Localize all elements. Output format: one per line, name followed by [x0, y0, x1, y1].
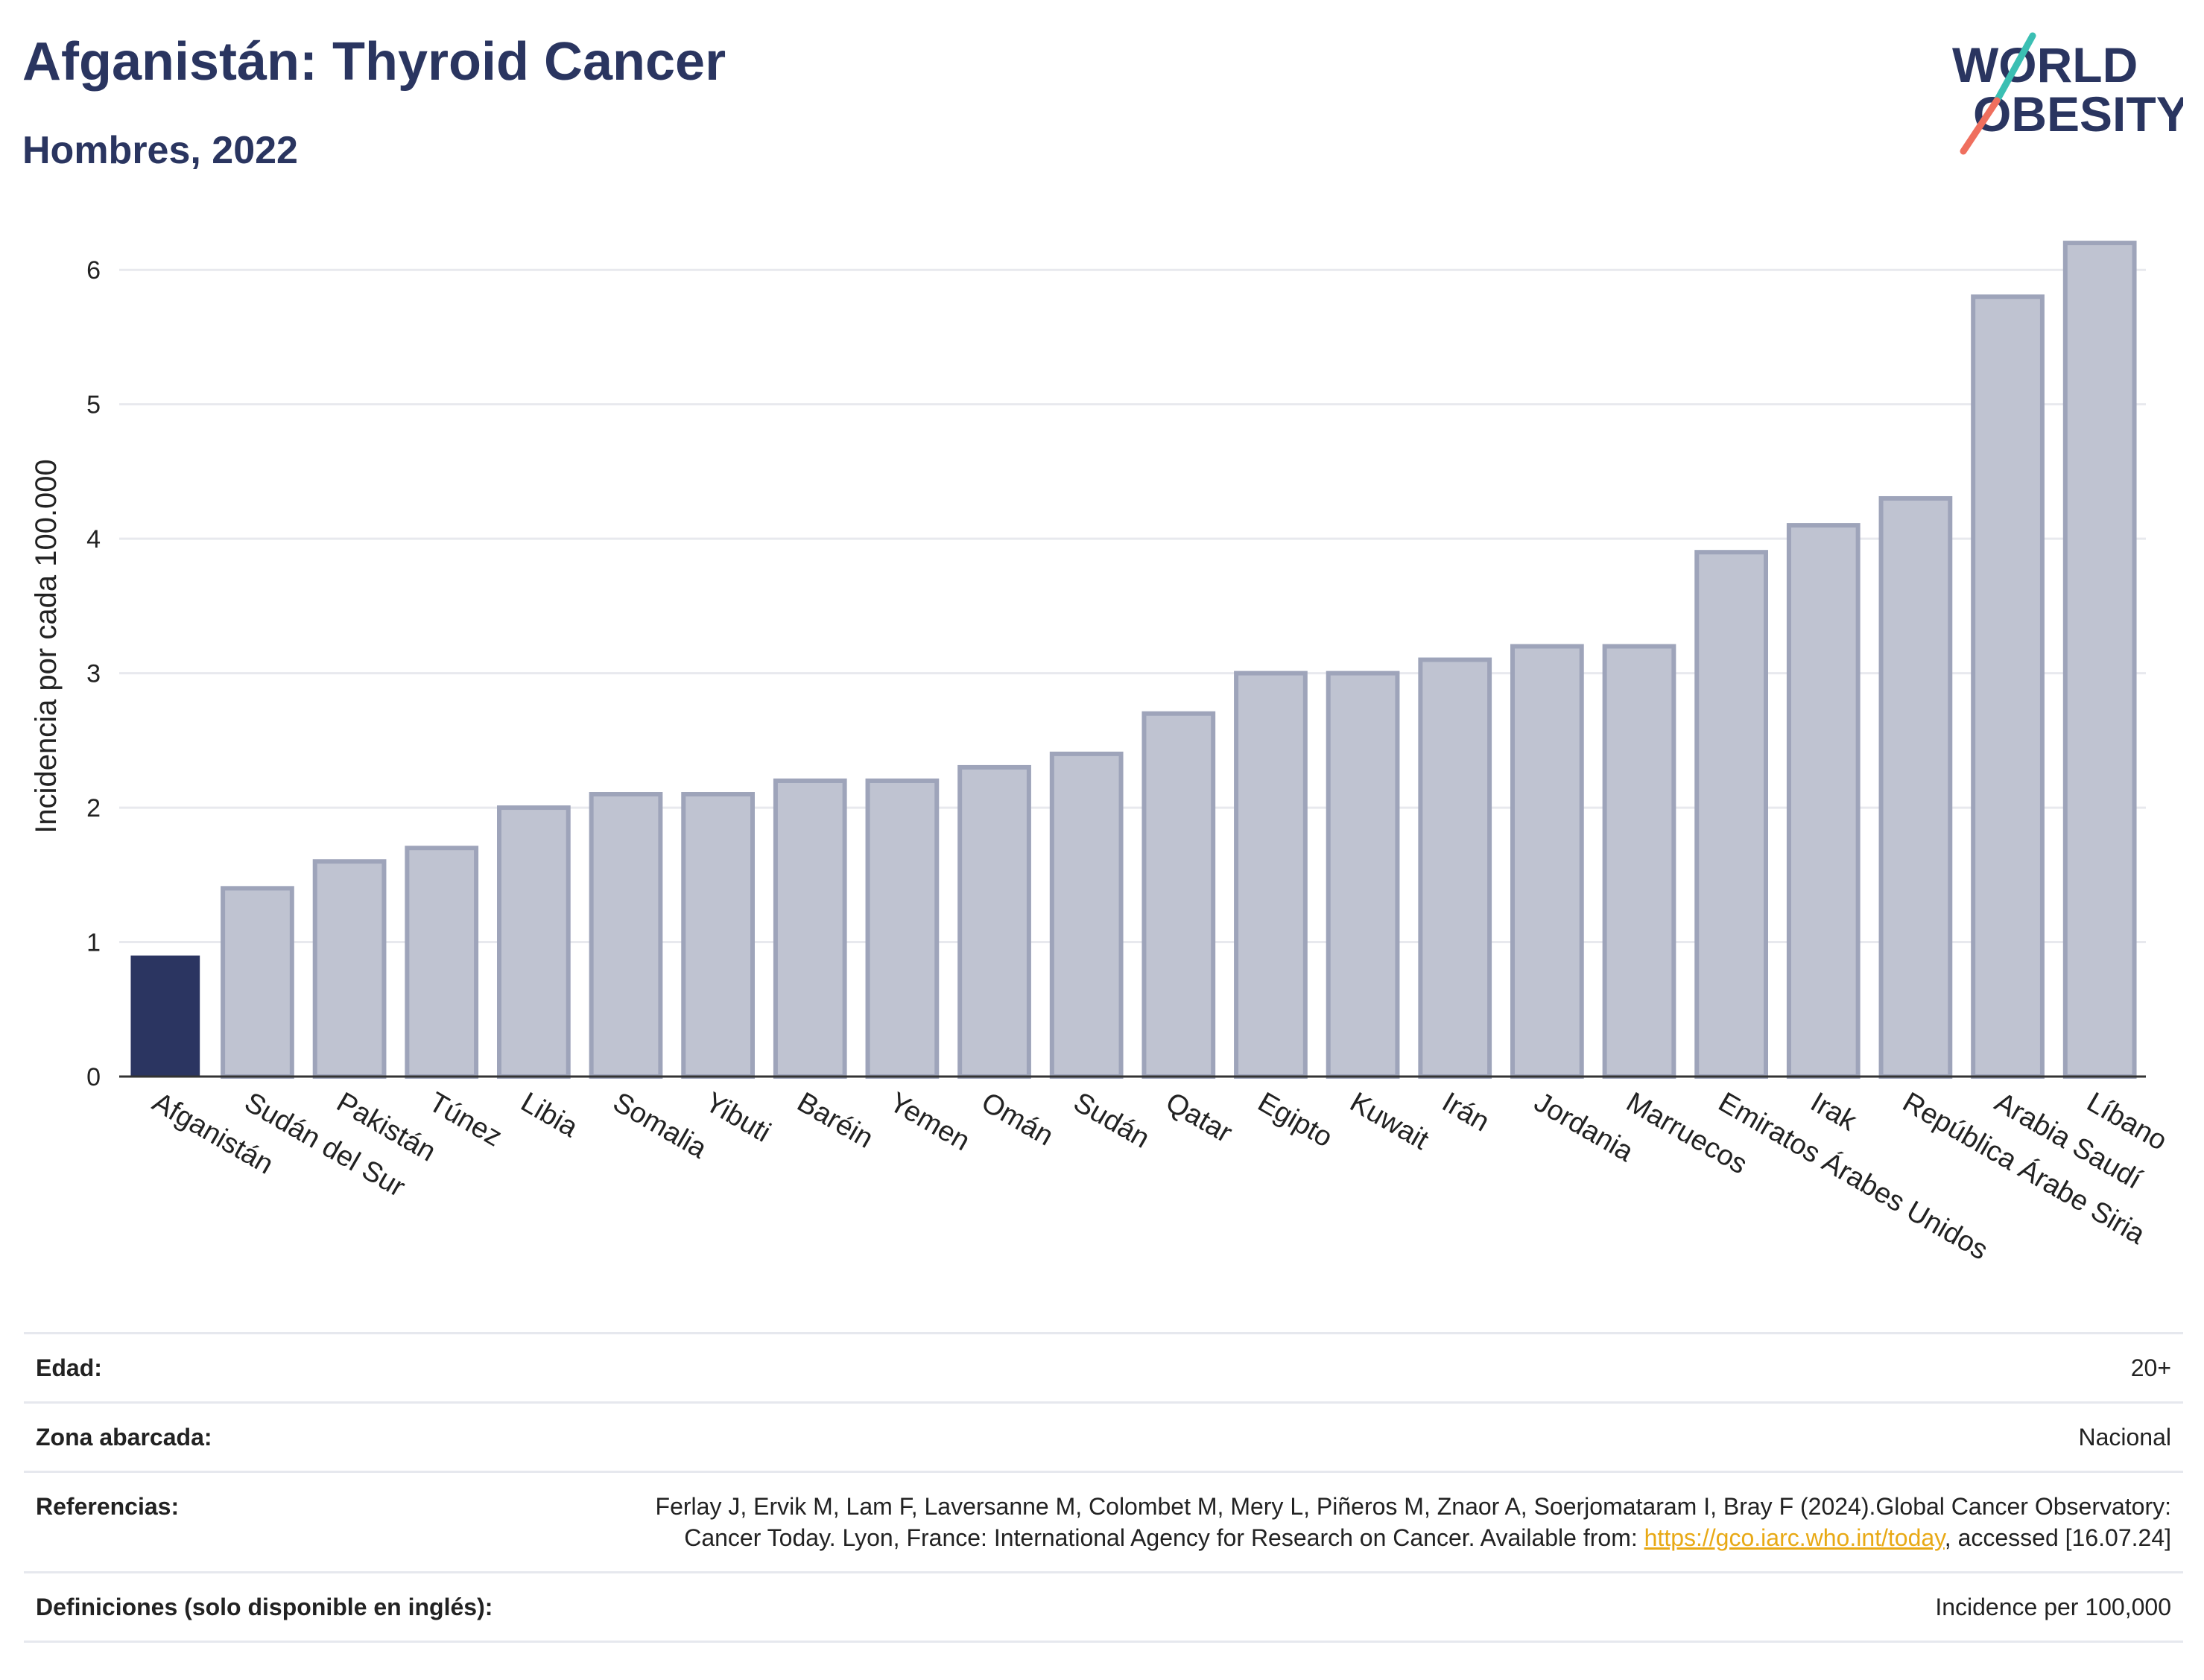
bar [1234, 671, 1308, 1079]
area-value: Nacional [2078, 1424, 2171, 1451]
area-label: Zona abarcada: [36, 1424, 212, 1451]
y-tick-label: 2 [86, 794, 101, 822]
bar [1418, 657, 1492, 1079]
y-tick-label: 4 [86, 525, 101, 554]
x-tick-label: Libia [516, 1086, 583, 1144]
references-link[interactable]: https://gco.iarc.who.int/today [1644, 1524, 1945, 1551]
x-tick-label: Sudán [1068, 1086, 1155, 1154]
references-value: Ferlay J, Ervik M, Lam F, Laversanne M, … [644, 1491, 2171, 1553]
bar [681, 792, 755, 1079]
x-tick-label: Somalia [608, 1086, 713, 1164]
x-tick-label: Jordania [1529, 1086, 1639, 1168]
logo-slash-coral [1960, 97, 2001, 155]
y-tick-label: 5 [86, 391, 101, 419]
y-tick-label: 6 [86, 256, 101, 285]
bar [130, 955, 200, 1077]
page-title: Afganistán: Thyroid Cancer [22, 32, 726, 92]
bar [589, 792, 663, 1079]
logo-line2: OBESITY [1973, 86, 2183, 142]
bar [405, 846, 479, 1079]
x-tick-label: Irán [1437, 1086, 1495, 1138]
x-tick-label: Irak [1805, 1086, 1863, 1138]
references-label: Referencias: [36, 1493, 180, 1520]
y-axis-label: Incidencia por cada 100.000 [30, 459, 63, 834]
x-tick-label: Kuwait [1345, 1086, 1434, 1156]
bar [2062, 241, 2137, 1079]
bar [221, 886, 294, 1079]
x-tick-label: Qatar [1160, 1086, 1238, 1149]
page-subtitle: Hombres, 2022 [22, 129, 298, 172]
bar [1510, 644, 1584, 1079]
x-tick-label: Yemen [884, 1086, 975, 1157]
bar [1141, 711, 1216, 1079]
bar [1878, 495, 1953, 1079]
age-label: Edad: [36, 1354, 102, 1381]
definitions-value: Incidence per 100,000 [1935, 1594, 2171, 1620]
logo-slash-teal [1993, 32, 2036, 104]
bar [497, 805, 571, 1079]
bar [865, 778, 940, 1079]
age-value: 20+ [2130, 1354, 2171, 1381]
x-tick-label: Omán [976, 1086, 1059, 1152]
x-tick-label: Baréin [792, 1086, 878, 1154]
info-row-area: Zona abarcada: Nacional [24, 1401, 2183, 1471]
info-row-definitions: Definiciones (solo disponible en inglés)… [24, 1571, 2183, 1643]
info-row-age: Edad: 20+ [24, 1332, 2183, 1401]
y-tick-label: 3 [86, 660, 101, 688]
x-tick-label: Yibuti [700, 1086, 776, 1148]
y-tick-label: 1 [86, 929, 101, 957]
info-row-references: Referencias: Ferlay J, Ervik M, Lam F, L… [24, 1471, 2183, 1571]
bar [773, 778, 847, 1079]
x-tick-label: Egipto [1253, 1086, 1337, 1153]
bar [1694, 550, 1768, 1079]
bar [1602, 644, 1676, 1079]
bar [1326, 671, 1400, 1079]
y-tick-label: 0 [86, 1063, 101, 1091]
bar [1049, 751, 1124, 1079]
info-table: Edad: 20+ Zona abarcada: Nacional Refere… [24, 1332, 2183, 1643]
definitions-label: Definiciones (solo disponible en inglés)… [36, 1594, 493, 1620]
logo-line1: WORLD [1952, 37, 2138, 92]
bar [1786, 523, 1861, 1079]
bar [1971, 294, 2045, 1079]
world-obesity-logo: WORLD OBESITY [1952, 32, 2183, 155]
bar [312, 859, 387, 1079]
references-text-2: , accessed [16.07.24] [1944, 1524, 2171, 1551]
references-text-1: Ferlay J, Ervik M, Lam F, Laversanne M, … [655, 1493, 2171, 1551]
bar [957, 764, 1031, 1079]
